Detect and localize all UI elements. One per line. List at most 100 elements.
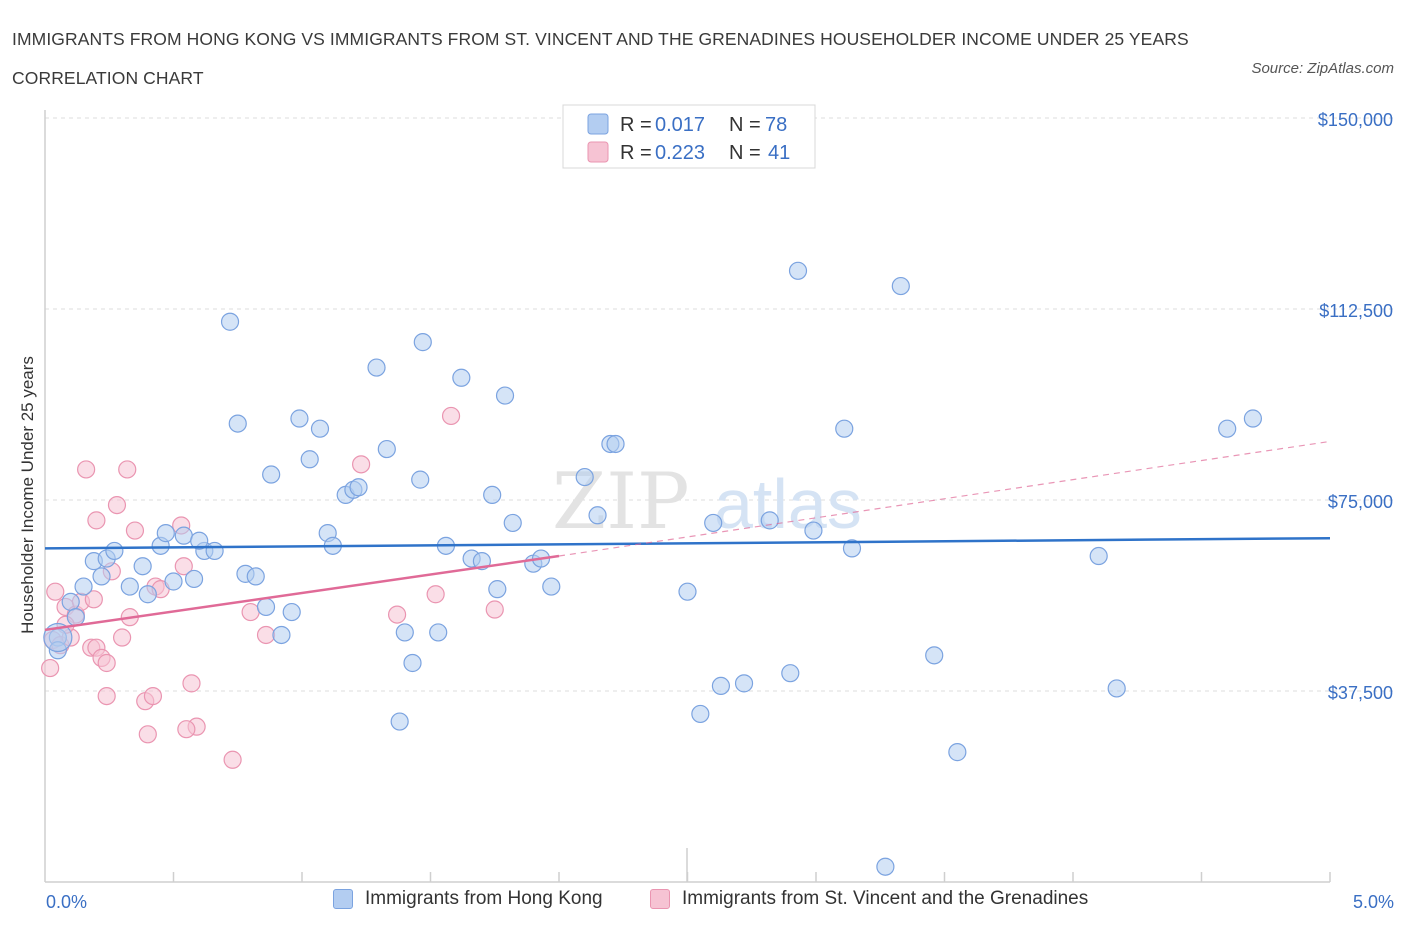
hong-kong-point <box>390 712 409 731</box>
hong-kong-point <box>66 608 85 627</box>
st-vincent-point <box>223 750 242 769</box>
hong-kong-point <box>300 450 319 469</box>
hong-kong-point <box>842 539 862 558</box>
hong-kong-point <box>74 577 93 596</box>
hong-kong-point <box>835 419 854 438</box>
hong-kong-point <box>228 414 247 433</box>
st-vincent-point <box>256 625 276 645</box>
hong-kong-point <box>282 602 301 622</box>
legend-swatch-hong-kong <box>587 113 609 135</box>
series-legend: Immigrants from Hong Kong Immigrants fro… <box>0 888 1406 918</box>
watermark: ZIP atlas <box>552 457 862 547</box>
hong-kong-point <box>272 625 291 645</box>
hong-kong-point <box>403 653 422 673</box>
hong-kong-point <box>262 465 281 484</box>
st-vincent-point <box>77 460 96 479</box>
legend-r-label-st-vincent: R = <box>620 142 652 164</box>
y-tick-label: $150,000 <box>1318 110 1393 130</box>
hong-kong-point <box>1089 546 1108 566</box>
st-vincent-point <box>41 658 60 678</box>
stats-legend: R = 0.017 N = 78 R = 0.223 N = 41 <box>562 104 816 169</box>
watermark-zip: ZIP <box>552 457 690 547</box>
st-vincent-point <box>125 521 145 540</box>
hong-kong-point <box>367 358 386 377</box>
legend-label-hong-kong: Immigrants from Hong Kong <box>365 888 603 909</box>
x-tick-label-max: 5.0% <box>1353 892 1394 912</box>
st-vincent-point <box>182 674 201 693</box>
st-vincent-point <box>97 653 116 673</box>
hong-kong-point <box>503 513 522 533</box>
st-vincent-point <box>174 557 193 576</box>
hong-kong-point <box>411 470 430 489</box>
hong-kong-point <box>781 664 800 683</box>
hong-kong-point <box>1218 419 1237 438</box>
st-vincent-point <box>118 460 137 479</box>
legend-r-label-hong-kong: R = <box>620 114 652 136</box>
hong-kong-point <box>488 580 507 599</box>
hong-kong-point <box>156 524 175 543</box>
y-axis-label: Householder Income Under 25 years <box>18 356 37 634</box>
hong-kong-point <box>734 674 754 693</box>
hong-kong-point <box>184 569 204 589</box>
x-tick-label-min: 0.0% <box>46 892 87 912</box>
hong-kong-point <box>246 567 265 586</box>
hong-kong-point <box>804 521 823 540</box>
hong-kong-point-large <box>43 622 73 653</box>
hong-kong-point <box>495 386 515 405</box>
legend-n-value-st-vincent: 41 <box>768 142 790 164</box>
st-vincent-point <box>143 686 163 706</box>
y-tick-label: $37,500 <box>1328 683 1393 703</box>
legend-r-value-hong-kong: 0.017 <box>655 114 705 136</box>
hong-kong-point <box>220 312 240 331</box>
hong-kong-point <box>588 506 607 525</box>
st-vincent-point <box>107 495 127 515</box>
hong-kong-point <box>925 646 944 665</box>
hong-kong-point <box>483 485 502 505</box>
hong-kong-point <box>948 743 967 762</box>
hong-kong-point <box>413 333 432 352</box>
hong-kong-point <box>256 597 276 617</box>
hong-kong-point <box>120 577 139 596</box>
hong-kong-point <box>711 676 731 696</box>
hong-kong-point <box>164 572 183 591</box>
legend-item-hong-kong: Immigrants from Hong Kong <box>333 888 603 910</box>
st-vincent-point <box>352 455 371 474</box>
st-vincent-point <box>138 725 157 744</box>
hong-kong-trend-line <box>44 536 1331 550</box>
hong-kong-point <box>290 409 309 428</box>
legend-swatch <box>650 889 670 909</box>
legend-item-st-vincent: Immigrants from St. Vincent and the Gren… <box>650 888 1088 910</box>
series-hong-kong-points <box>43 261 1263 876</box>
legend-n-label-hong-kong: N = <box>729 114 761 136</box>
hong-kong-point <box>138 585 157 604</box>
st-vincent-point <box>177 720 196 739</box>
hong-kong-point <box>1107 679 1126 698</box>
chart-title: IMMIGRANTS FROM HONG KONG VS IMMIGRANTS … <box>12 29 1189 88</box>
hong-kong-point <box>452 368 471 387</box>
st-vincent-trend-line <box>44 554 560 632</box>
hong-kong-point <box>1243 409 1263 428</box>
hong-kong-point <box>429 623 448 642</box>
st-vincent-point <box>441 406 461 426</box>
trend-lines <box>44 440 1331 632</box>
hong-kong-point <box>678 582 697 601</box>
y-tick-label: $75,000 <box>1328 492 1393 512</box>
hong-kong-point <box>174 526 193 545</box>
hong-kong-point <box>891 276 910 296</box>
legend-swatch <box>333 889 353 909</box>
hong-kong-point <box>310 419 330 438</box>
hong-kong-point <box>691 704 710 724</box>
hong-kong-point <box>61 592 80 611</box>
legend-r-value-st-vincent: 0.223 <box>655 142 705 164</box>
legend-label-st-vincent: Immigrants from St. Vincent and the Gren… <box>682 888 1089 909</box>
legend-n-value-hong-kong: 78 <box>765 114 787 136</box>
st-vincent-point <box>46 582 65 601</box>
legend-n-label-st-vincent: N = <box>729 142 761 164</box>
y-tick-label: $112,500 <box>1319 301 1393 321</box>
hong-kong-point <box>205 541 224 561</box>
hong-kong-point <box>606 434 625 454</box>
hong-kong-point <box>760 511 779 530</box>
st-vincent-point <box>241 602 260 622</box>
hong-kong-point <box>395 623 414 642</box>
